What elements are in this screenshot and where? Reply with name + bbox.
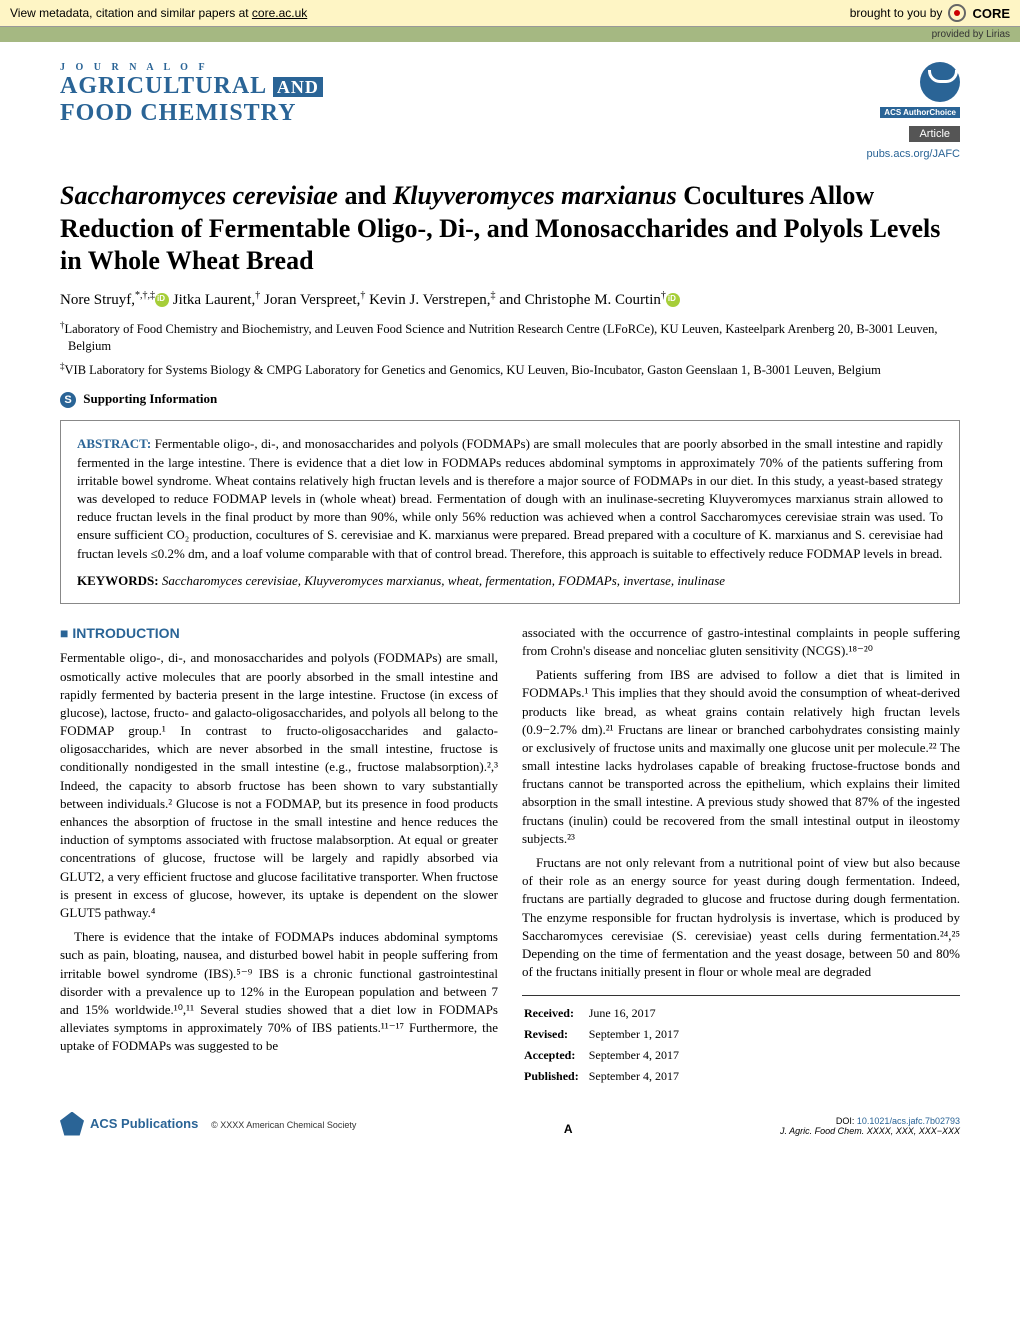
received-value: June 16, 2017	[589, 1004, 687, 1023]
affiliation-2: ‡VIB Laboratory for Systems Biology & CM…	[60, 360, 960, 379]
intro-p5: Fructans are not only relevant from a nu…	[522, 854, 960, 981]
core-brand: CORE	[972, 6, 1010, 21]
core-banner-right: brought to you by CORE	[850, 4, 1010, 22]
body-columns: INTRODUCTION Fermentable oligo-, di-, an…	[60, 624, 960, 1088]
intro-p2: There is evidence that the intake of FOD…	[60, 928, 498, 1055]
lirias-text: provided by Lirias	[932, 29, 1010, 40]
footer-left: ACS Publications © XXXX American Chemica…	[60, 1112, 356, 1136]
journal-line3: FOOD CHEMISTRY	[60, 100, 323, 127]
abstract-text: ABSTRACT: Fermentable oligo-, di-, and m…	[77, 435, 943, 562]
published-value: September 4, 2017	[589, 1067, 687, 1086]
core-left-text: View metadata, citation and similar pape…	[10, 6, 252, 20]
core-banner-left: View metadata, citation and similar pape…	[10, 6, 307, 20]
intro-p3: associated with the occurrence of gastro…	[522, 624, 960, 660]
column-right: associated with the occurrence of gastro…	[522, 624, 960, 1088]
header-row: J O U R N A L O F AGRICULTURAL AND FOOD …	[60, 62, 960, 160]
revised-label: Revised:	[524, 1025, 587, 1044]
accepted-value: September 4, 2017	[589, 1046, 687, 1065]
author-choice-badge: ACS AuthorChoice	[880, 107, 960, 118]
published-label: Published:	[524, 1067, 587, 1086]
core-brought-text: brought to you by	[850, 6, 943, 20]
abstract-box: ABSTRACT: Fermentable oligo-, di-, and m…	[60, 420, 960, 603]
intro-p4: Patients suffering from IBS are advised …	[522, 666, 960, 848]
page-number: A	[564, 1122, 573, 1136]
affiliation-1: †Laboratory of Food Chemistry and Bioche…	[60, 319, 960, 355]
header-right: ACS AuthorChoice Article pubs.acs.org/JA…	[866, 62, 960, 160]
received-label: Received:	[524, 1004, 587, 1023]
article-title: Saccharomyces cerevisiae and Kluyveromyc…	[60, 180, 960, 278]
journal-line2: AGRICULTURAL AND	[60, 73, 323, 100]
intro-p1: Fermentable oligo-, di-, and monosacchar…	[60, 649, 498, 922]
doi-link[interactable]: 10.1021/acs.jafc.7b02793	[857, 1116, 960, 1126]
authors-line: Nore Struyf,*,†,‡ Jitka Laurent,† Joran …	[60, 290, 960, 309]
supporting-s-icon: S	[60, 392, 76, 408]
footer-right: DOI: 10.1021/acs.jafc.7b02793 J. Agric. …	[780, 1116, 960, 1136]
orcid-icon[interactable]	[155, 293, 169, 307]
section-heading-intro: INTRODUCTION	[60, 624, 498, 644]
page-content: J O U R N A L O F AGRICULTURAL AND FOOD …	[0, 42, 1020, 1176]
acs-publications-icon	[60, 1112, 84, 1136]
lirias-banner: provided by Lirias	[0, 27, 1020, 42]
article-badge: Article	[909, 126, 960, 142]
pubs-link[interactable]: pubs.acs.org/JAFC	[866, 148, 960, 160]
dates-box: Received:June 16, 2017 Revised:September…	[522, 995, 960, 1087]
orcid-icon[interactable]	[666, 293, 680, 307]
page-footer: ACS Publications © XXXX American Chemica…	[60, 1112, 960, 1136]
supporting-text: Supporting Information	[83, 391, 217, 406]
journal-line1: J O U R N A L O F	[60, 62, 323, 73]
copyright-text: © XXXX American Chemical Society	[211, 1120, 356, 1130]
core-banner: View metadata, citation and similar pape…	[0, 0, 1020, 27]
acs-publications-text: ACS Publications	[90, 1116, 198, 1131]
journal-logo: J O U R N A L O F AGRICULTURAL AND FOOD …	[60, 62, 323, 127]
column-left: INTRODUCTION Fermentable oligo-, di-, an…	[60, 624, 498, 1088]
core-link[interactable]: core.ac.uk	[252, 6, 307, 20]
acs-shield-icon	[920, 62, 960, 102]
core-logo-icon	[948, 4, 966, 22]
supporting-info[interactable]: S Supporting Information	[60, 391, 960, 408]
doi-label: DOI:	[836, 1116, 857, 1126]
journal-info: J. Agric. Food Chem. XXXX, XXX, XXX−XXX	[780, 1126, 960, 1136]
keywords-line: KEYWORDS: Saccharomyces cerevisiae, Kluy…	[77, 573, 943, 589]
revised-value: September 1, 2017	[589, 1025, 687, 1044]
accepted-label: Accepted:	[524, 1046, 587, 1065]
